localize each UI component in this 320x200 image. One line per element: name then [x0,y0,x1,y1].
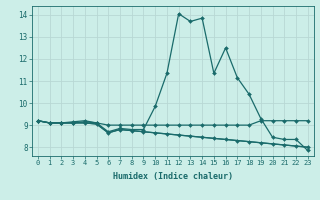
X-axis label: Humidex (Indice chaleur): Humidex (Indice chaleur) [113,172,233,181]
